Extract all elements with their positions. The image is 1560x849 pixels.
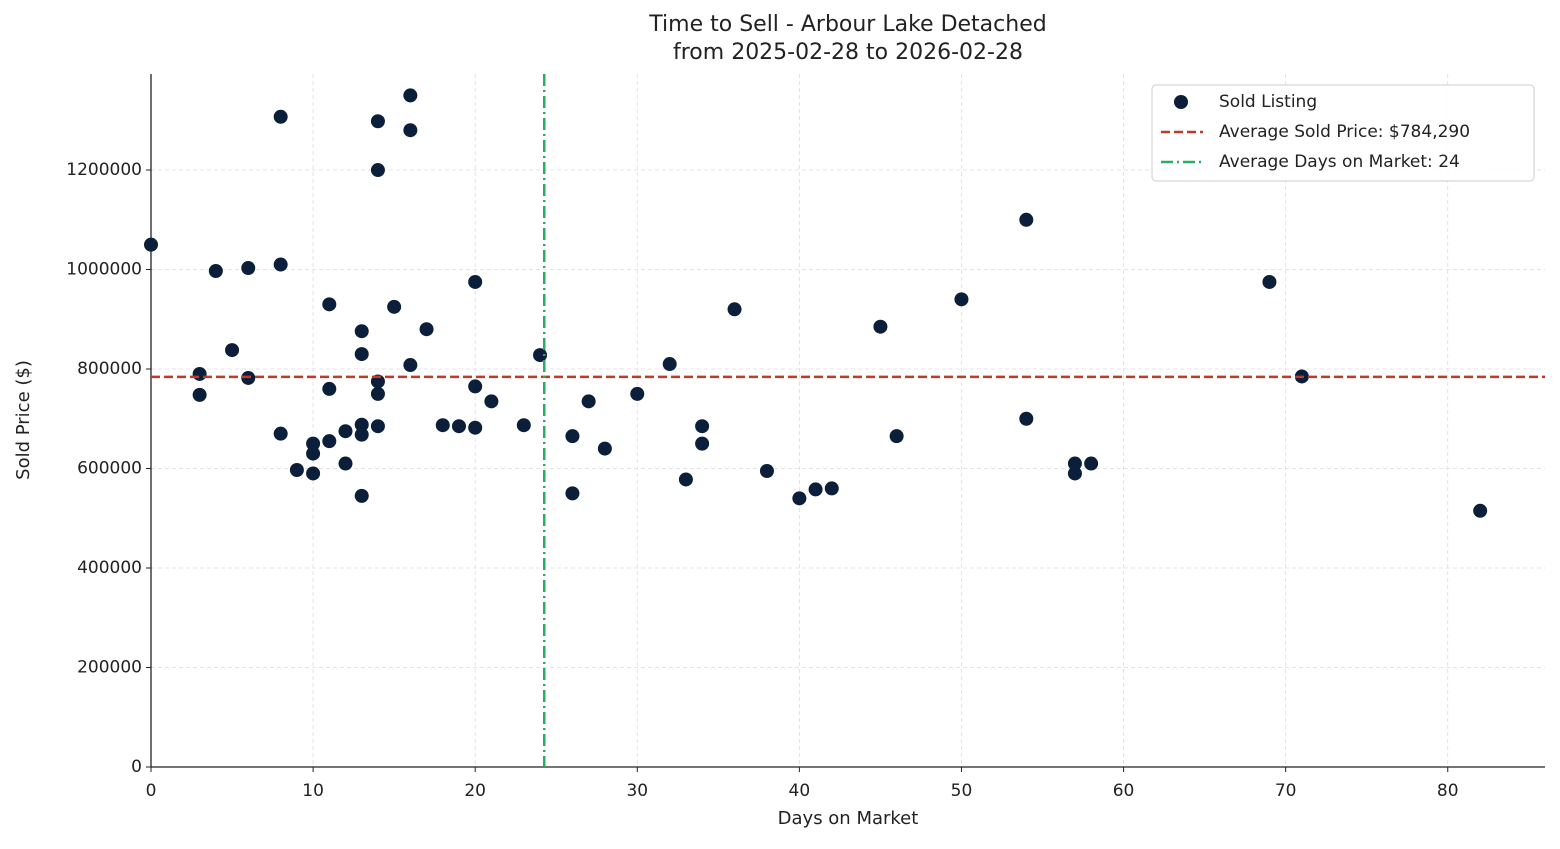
point: [306, 466, 321, 481]
x-axis-label: Days on Market: [778, 808, 919, 829]
point: [954, 292, 969, 307]
chart-title: Time to Sell - Arbour Lake Detached: [648, 12, 1046, 37]
point: [1019, 411, 1034, 426]
point: [565, 486, 580, 501]
point: [484, 394, 499, 409]
point: [1019, 212, 1034, 227]
legend-box: [1151, 84, 1535, 182]
point: [370, 163, 385, 178]
y-axis-label: Sold Price ($): [13, 360, 34, 480]
x-tick-label: 70: [1275, 781, 1297, 801]
x-tick-label: 50: [951, 781, 973, 801]
point: [225, 343, 240, 358]
point: [1067, 466, 1082, 481]
point: [370, 419, 385, 434]
point: [403, 358, 418, 373]
point: [322, 297, 337, 312]
point: [273, 426, 288, 441]
x-tick-label: 20: [464, 781, 486, 801]
point: [1262, 274, 1277, 289]
point: [403, 88, 418, 103]
point: [370, 114, 385, 129]
point: [387, 299, 402, 314]
point: [533, 348, 548, 363]
point: [597, 441, 612, 456]
x-tick-label: 40: [789, 781, 811, 801]
point: [873, 319, 888, 334]
point: [1084, 456, 1099, 471]
point: [468, 274, 483, 289]
y-tick-label: 600000: [77, 459, 142, 479]
point: [306, 436, 321, 451]
point: [1067, 456, 1082, 471]
point: [192, 366, 207, 381]
point: [273, 109, 288, 124]
point: [354, 427, 369, 442]
point: [678, 472, 693, 487]
point: [662, 357, 677, 372]
point: [516, 418, 531, 433]
y-tick-label: 0: [131, 757, 142, 777]
point: [354, 488, 369, 503]
legend-label: Average Days on Market: 24: [1219, 152, 1460, 172]
point: [354, 324, 369, 339]
point: [581, 394, 596, 409]
y-tick-label: 800000: [77, 359, 142, 379]
x-tick-label: 80: [1437, 781, 1459, 801]
y-tick-label: 400000: [77, 558, 142, 578]
point: [468, 379, 483, 394]
chart-subtitle: from 2025-02-28 to 2026-02-28: [673, 40, 1023, 65]
x-tick-label: 60: [1113, 781, 1135, 801]
y-tick-label: 1200000: [66, 160, 142, 180]
point: [403, 123, 418, 138]
point: [808, 482, 823, 497]
x-tick-label: 30: [626, 781, 648, 801]
y-tick-label: 200000: [77, 658, 142, 678]
point: [435, 418, 450, 433]
point: [727, 302, 742, 317]
point: [273, 257, 288, 272]
y-tick-label: 1000000: [66, 260, 142, 280]
point: [695, 436, 710, 451]
point: [322, 434, 337, 449]
point: [419, 322, 434, 337]
point: [241, 261, 256, 276]
point: [792, 491, 807, 506]
point: [354, 417, 369, 432]
point: [144, 237, 158, 252]
point: [370, 386, 385, 401]
point: [192, 387, 207, 402]
point: [824, 481, 839, 496]
x-tick-label: 10: [302, 781, 324, 801]
point: [565, 429, 580, 444]
point: [889, 429, 904, 444]
legend-marker: [1174, 95, 1188, 109]
point: [759, 463, 774, 478]
legend-label: Sold Listing: [1219, 92, 1317, 112]
point: [1473, 503, 1488, 518]
point: [695, 419, 710, 434]
point: [322, 381, 337, 396]
point: [338, 456, 353, 471]
point: [338, 424, 353, 439]
point: [354, 347, 369, 362]
point: [289, 463, 304, 477]
point: [451, 419, 466, 434]
x-tick-label: 0: [146, 781, 157, 801]
point: [306, 446, 321, 461]
point: [630, 386, 645, 401]
legend-label: Average Sold Price: $784,290: [1219, 122, 1470, 142]
point: [468, 420, 483, 435]
point: [208, 264, 223, 279]
